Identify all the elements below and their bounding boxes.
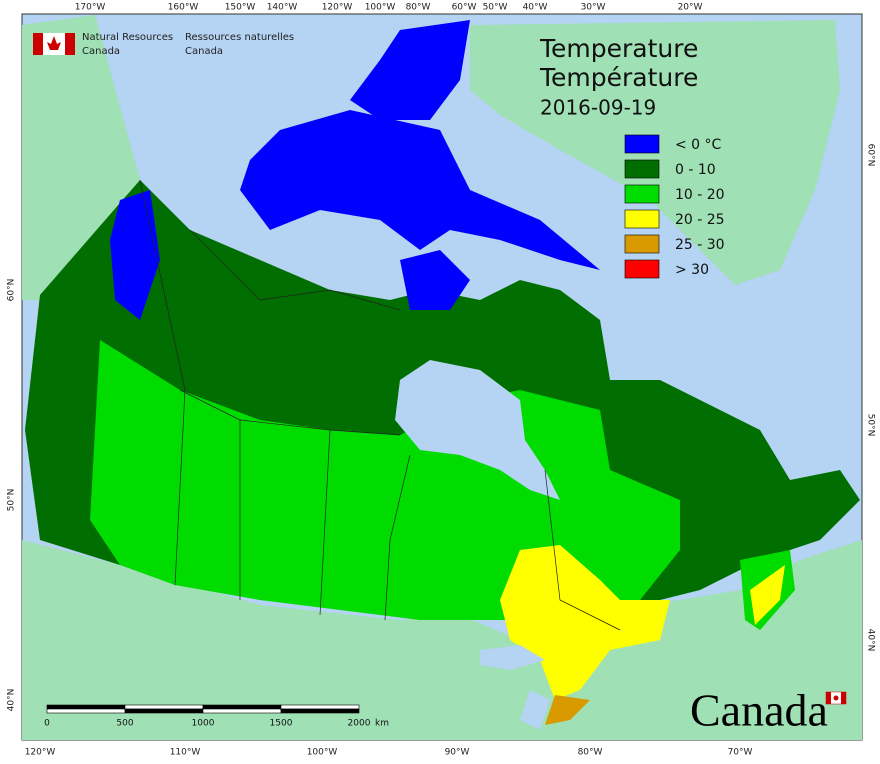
legend-label: > 30: [675, 262, 709, 278]
baffin-cold: [400, 250, 470, 310]
map-frame: [21, 13, 863, 741]
canada-wordmark: Canada: [690, 685, 847, 736]
org-en: Natural Resources: [82, 32, 173, 43]
legend-label: 25 - 30: [675, 237, 725, 253]
longitude-label: 80°W: [578, 748, 603, 758]
title: Température: [539, 63, 698, 92]
legend-label: 10 - 20: [675, 187, 725, 203]
scale-segment: [202, 704, 282, 710]
latitude-label: 40°N: [866, 629, 876, 652]
org-fr: Canada: [185, 46, 223, 57]
longitude-label: 60°W: [452, 3, 477, 13]
flag-bar: [65, 33, 75, 55]
border-60n: [329, 429, 401, 436]
wordmark-flag-bar: [826, 692, 831, 704]
longitude-label: 170°W: [75, 3, 106, 13]
scale-label: 500: [116, 719, 133, 729]
legend-label: 20 - 25: [675, 212, 725, 228]
latitude-label: 60°N: [866, 144, 876, 167]
longitude-label: 20°W: [678, 3, 703, 13]
maritimes-warm: [750, 565, 785, 625]
longitude-label: 30°W: [581, 3, 606, 13]
scale-segment: [46, 704, 126, 710]
yukon-cold: [110, 190, 160, 320]
longitude-label: 100°W: [365, 3, 396, 13]
legend-swatch: [624, 234, 660, 254]
borders: [139, 179, 621, 631]
longitude-label: 40°W: [523, 3, 548, 13]
scale-label: 0: [44, 719, 50, 729]
date: 2016-09-19: [540, 96, 656, 120]
longitude-label: 80°W: [406, 3, 431, 13]
longitude-label: 50°W: [483, 3, 508, 13]
longitude-label: 160°W: [168, 3, 199, 13]
scale-segment: [124, 704, 204, 710]
nrcan-signature: Natural Resources Canada Ressources natu…: [33, 32, 294, 57]
border-yt-nt-nu: [189, 229, 401, 311]
legend-swatch: [624, 134, 660, 154]
wordmark-flag-bar: [841, 692, 846, 704]
longitude-label: 120°W: [322, 3, 353, 13]
graticule-labels: 170°W 160°W 150°W 140°W 120°W 100°W 80°W 60°W 50…: [7, 3, 876, 758]
arctic-islands: [350, 20, 470, 120]
flag-leaf: [47, 36, 61, 50]
longitude-label: 140°W: [267, 3, 298, 13]
longitude-label: 90°W: [445, 748, 470, 758]
scale-segment: [280, 708, 360, 714]
scale-bar: 0 500 1000 1500 2000 km: [44, 704, 389, 729]
wordmark-flag-leaf: [833, 695, 839, 701]
lake-superior: [480, 645, 545, 670]
flag-bar: [33, 33, 43, 55]
lake-michigan: [520, 690, 550, 730]
hudson-bay: [395, 360, 560, 500]
border-mb-on: [384, 454, 411, 621]
border-on-qc: [544, 469, 621, 631]
org-en: Canada: [82, 46, 120, 57]
legend-label: 0 - 10: [675, 162, 716, 178]
arctic-archipelago: [240, 110, 600, 270]
scale-segment: [202, 708, 282, 714]
longitude-label: 70°W: [728, 748, 753, 758]
legend-swatch: [624, 209, 660, 229]
united-states: [22, 540, 862, 740]
org-fr: Ressources naturelles: [185, 32, 294, 43]
legend: < 0 °C 0 - 10 10 - 20 20 - 25 25 - 30 > 30: [624, 134, 725, 279]
latitude-label: 50°N: [866, 414, 876, 437]
region-20-25: [500, 545, 670, 700]
legend-label: < 0 °C: [675, 137, 722, 153]
legend-swatch: [624, 259, 660, 279]
alaska: [22, 15, 140, 300]
wordmark: Canada: [690, 685, 828, 736]
legend-swatch: [624, 184, 660, 204]
scale-segment: [46, 708, 126, 714]
longitude-label: 120°W: [25, 748, 56, 758]
scale-unit: km: [375, 719, 389, 729]
latitude-label: 60°N: [7, 279, 17, 302]
title: Temperature: [539, 34, 698, 63]
border-bc-ab: [139, 179, 186, 586]
scale-label: 2000: [348, 719, 371, 729]
scale-label: 1000: [192, 719, 215, 729]
longitude-label: 100°W: [307, 748, 338, 758]
scale-segment: [124, 708, 204, 714]
scale-label: 1500: [270, 719, 293, 729]
region-25-30: [545, 695, 590, 725]
latitude-label: 40°N: [7, 689, 17, 712]
longitude-label: 110°W: [170, 748, 201, 758]
scale-segment: [280, 704, 360, 710]
latitude-label: 50°N: [7, 489, 17, 512]
legend-swatch: [624, 159, 660, 179]
longitude-label: 150°W: [225, 3, 256, 13]
